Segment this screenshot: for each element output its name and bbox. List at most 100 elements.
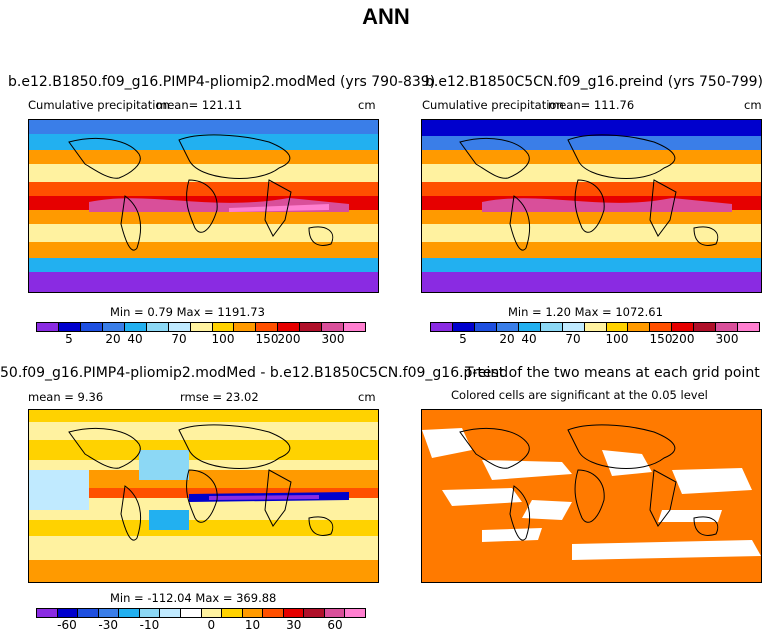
colorbar-swatch — [212, 323, 235, 331]
panel2-title: b.e12.B1850C5CN.f09_g16.preind (yrs 750-… — [425, 74, 763, 90]
colorbar-swatch — [57, 609, 79, 617]
colorbar-swatch — [190, 323, 213, 331]
colorbar-tick-label: 100 — [211, 332, 235, 346]
panel3-map — [28, 409, 379, 583]
figure-title: ANN — [362, 4, 410, 29]
colorbar-swatch — [300, 323, 323, 331]
colorbar-swatch — [324, 609, 346, 617]
colorbar-swatch — [716, 323, 739, 331]
colorbar-swatch — [160, 609, 181, 617]
colorbar-swatch — [738, 323, 760, 331]
colorbar-swatch — [452, 323, 475, 331]
panel4-subtitle: Colored cells are significant at the 0.0… — [451, 388, 708, 402]
colorbar-swatch — [37, 609, 58, 617]
panel1-colorbar-ticks: 5 20 40 70 100 150 200 300 — [36, 332, 366, 348]
colorbar-tick-label: 0 — [207, 618, 216, 632]
colorbar-tick-label: 150 — [255, 332, 279, 346]
colorbar-swatch — [540, 323, 563, 331]
panel3-minmax: Min = -112.04 Max = 369.88 — [110, 591, 277, 605]
colorbar-tick-label: 70 — [565, 332, 581, 346]
colorbar-swatch — [58, 323, 81, 331]
panel3-title: 50.f09_g16.PIMP4-pliomip2.modMed - b.e12… — [0, 365, 509, 381]
colorbar-swatch — [606, 323, 629, 331]
panel1-title: b.e12.B1850.f09_g16.PIMP4-pliomip2.modMe… — [8, 74, 436, 90]
colorbar-swatch — [431, 323, 453, 331]
colorbar-tick-label: 200 — [671, 332, 695, 346]
panel1-colorbar — [36, 322, 366, 332]
panel2-colorbar-ticks: 5 20 40 70 100 150 200 300 — [430, 332, 760, 348]
panel1-mean: mean= 121.11 — [156, 98, 243, 112]
colorbar-swatch — [78, 609, 99, 617]
panel3-rmse: rmse = 23.02 — [180, 390, 259, 404]
colorbar-swatch — [628, 323, 651, 331]
colorbar-swatch — [146, 323, 169, 331]
colorbar-tick-label: 30 — [286, 618, 302, 632]
panel3-colorbar-ticks: -60 -30 -10 0 10 30 60 — [36, 618, 366, 634]
panel3-units: cm — [358, 390, 376, 404]
colorbar-tick-label: 200 — [277, 332, 301, 346]
colorbar-swatches — [36, 322, 366, 332]
colorbar-swatches — [430, 322, 760, 332]
colorbar-swatch — [139, 609, 161, 617]
colorbar-swatch — [278, 323, 301, 331]
colorbar-tick-label: 40 — [127, 332, 143, 346]
panel1-minmax: Min = 0.79 Max = 1191.73 — [110, 305, 265, 319]
colorbar-swatch — [283, 609, 305, 617]
panel2-map — [421, 119, 762, 293]
colorbar-tick-label: 20 — [499, 332, 515, 346]
colorbar-swatch — [98, 609, 120, 617]
panel3-colorbar — [36, 608, 366, 618]
colorbar-swatch — [496, 323, 519, 331]
colorbar-swatch — [584, 323, 607, 331]
colorbar-tick-label: -60 — [57, 618, 77, 632]
panel3-mean: mean = 9.36 — [28, 390, 104, 404]
panel4-title: T-test of the two means at each grid poi… — [465, 365, 760, 381]
colorbar-swatch — [168, 323, 191, 331]
panel1-units: cm — [358, 98, 376, 112]
colorbar-swatch — [344, 323, 366, 331]
colorbar-swatch — [345, 609, 365, 617]
colorbar-swatch — [562, 323, 585, 331]
panel1-map — [28, 119, 379, 293]
colorbar-tick-label: -30 — [98, 618, 118, 632]
colorbar-tick-label: 300 — [321, 332, 345, 346]
colorbar-tick-label: 20 — [105, 332, 121, 346]
colorbar-swatch — [256, 323, 279, 331]
colorbar-tick-label: 150 — [649, 332, 673, 346]
colorbar-tick-label: 10 — [244, 618, 261, 632]
colorbar-swatch — [119, 609, 140, 617]
colorbar-tick-label: 100 — [605, 332, 629, 346]
colorbar-tick-label: 40 — [521, 332, 537, 346]
colorbar-swatch — [694, 323, 717, 331]
colorbar-swatch — [650, 323, 673, 331]
colorbar-swatch — [518, 323, 541, 331]
colorbar-swatch — [124, 323, 147, 331]
colorbar-swatch — [242, 609, 264, 617]
colorbar-swatch — [180, 609, 202, 617]
colorbar-swatch — [201, 609, 223, 617]
colorbar-tick-label: 300 — [715, 332, 739, 346]
panel2-left-label: Cumulative precipitation — [422, 98, 564, 112]
colorbar-tick-label: 5 — [459, 332, 467, 346]
colorbar-swatch — [37, 323, 59, 331]
colorbar-tick-label: 70 — [171, 332, 187, 346]
colorbar-swatches — [36, 608, 366, 618]
panel2-minmax: Min = 1.20 Max = 1072.61 — [508, 305, 663, 319]
panel4-map — [421, 409, 762, 583]
colorbar-swatch — [222, 609, 243, 617]
colorbar-swatch — [474, 323, 497, 331]
colorbar-tick-label: 5 — [65, 332, 73, 346]
colorbar-swatch — [322, 323, 345, 331]
colorbar-swatch — [80, 323, 103, 331]
panel2-colorbar — [430, 322, 760, 332]
colorbar-tick-label: 60 — [327, 618, 343, 632]
colorbar-swatch — [672, 323, 695, 331]
panel2-mean: mean= 111.76 — [548, 98, 635, 112]
panel2-units: cm — [744, 98, 762, 112]
colorbar-swatch — [263, 609, 284, 617]
colorbar-swatch — [234, 323, 257, 331]
colorbar-tick-label: -10 — [139, 618, 160, 632]
colorbar-swatch — [304, 609, 325, 617]
colorbar-swatch — [102, 323, 125, 331]
panel1-left-label: Cumulative precipitation — [28, 98, 170, 112]
